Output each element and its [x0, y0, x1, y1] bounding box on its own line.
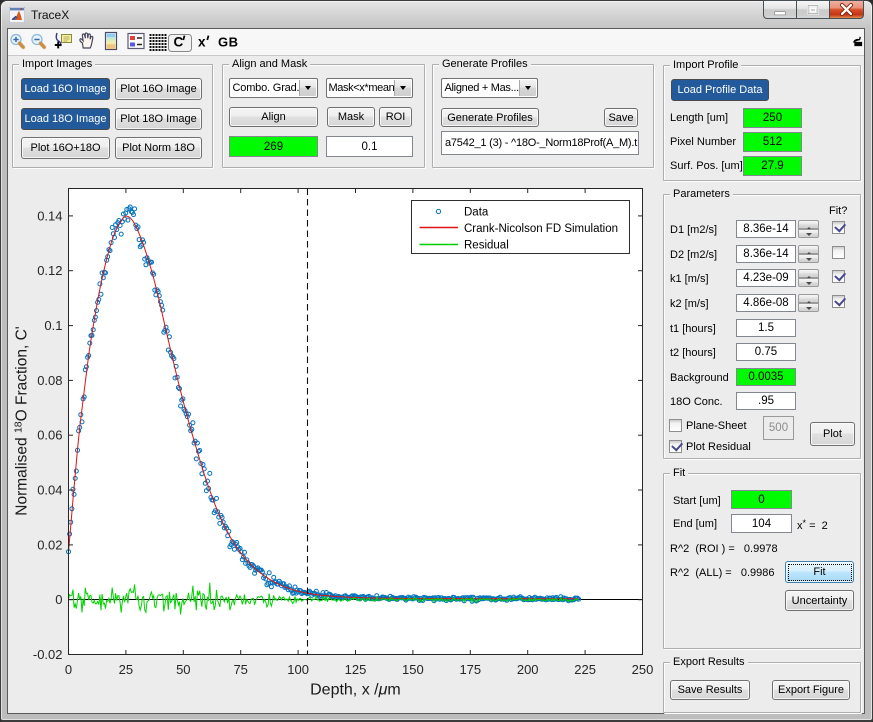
- svg-text:GB: GB: [218, 35, 239, 50]
- svg-text:x: x: [198, 35, 206, 50]
- svg-text:C: C: [174, 35, 184, 50]
